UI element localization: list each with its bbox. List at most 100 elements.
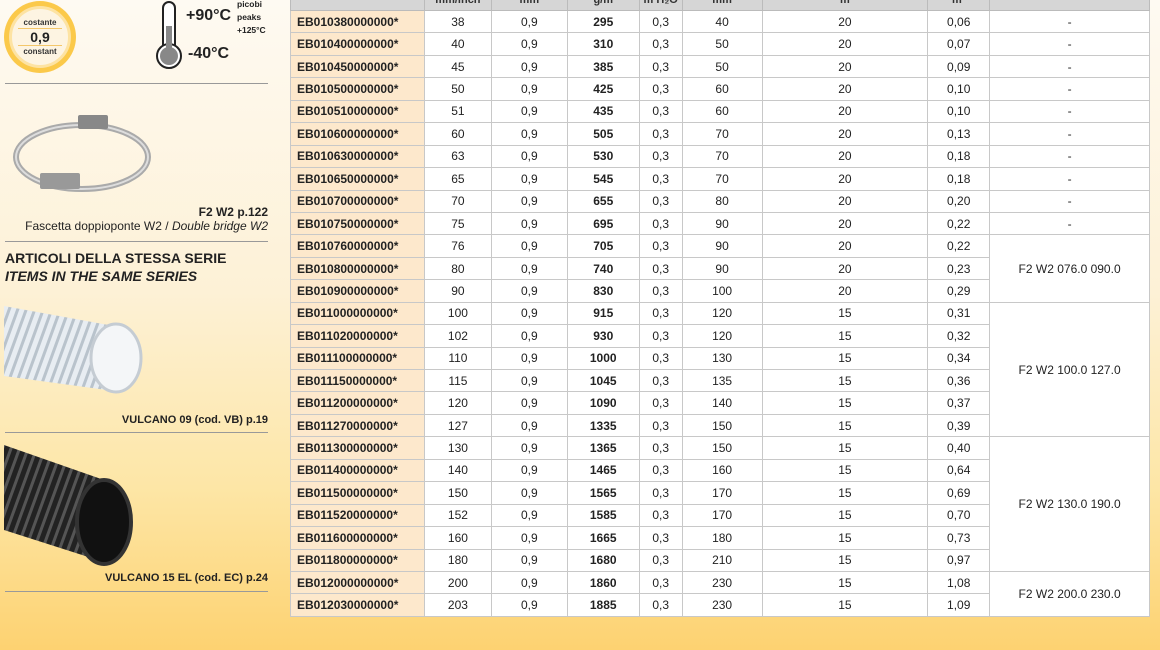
clamp-cell: - — [989, 122, 1150, 146]
table-cell: 0,64 — [927, 458, 991, 483]
table-cell: 20 — [761, 77, 929, 101]
column-header: mm/inch — [423, 0, 492, 11]
table-cell: 150 — [681, 436, 763, 460]
table-cell: 203 — [423, 593, 492, 617]
table-row: EB010400000000* 40 0,9 310 0,3 50 20 0,07- — [290, 32, 1150, 56]
table-cell: 63 — [423, 144, 492, 169]
table-cell: 15 — [761, 391, 929, 415]
table-cell: 505 — [566, 122, 640, 146]
table-cell: 38 — [423, 9, 492, 34]
table-cell: 435 — [566, 99, 640, 124]
thermometer-icon — [156, 1, 182, 69]
table-cell: 0,9 — [490, 368, 568, 393]
table-cell: 0,3 — [638, 9, 683, 34]
table-cell: 75 — [423, 211, 492, 236]
table-cell: 1090 — [566, 391, 640, 415]
table-cell: 60 — [423, 122, 492, 146]
table-cell: 0,3 — [638, 346, 683, 371]
clamp-cell: - — [989, 189, 1150, 213]
column-header — [290, 0, 425, 11]
clamp-cell: - — [989, 99, 1150, 124]
table-cell: 45 — [423, 54, 492, 79]
accessory-desc-en: Double bridge W2 — [171, 219, 268, 233]
table-cell: 0,3 — [638, 436, 683, 460]
table-cell: 0,10 — [927, 99, 991, 124]
black-hose-image — [4, 445, 133, 566]
table-cell: 110 — [423, 346, 492, 371]
column-header: mm — [681, 0, 763, 11]
product-code: EB010510000000* — [290, 99, 425, 124]
table-cell: 0,3 — [638, 368, 683, 393]
table-cell: 0,9 — [490, 144, 568, 169]
table-cell: 1680 — [566, 548, 640, 572]
table-cell: 20 — [761, 167, 929, 191]
thickness-badge: costante 0,9 constant — [4, 1, 76, 73]
table-cell: 1565 — [566, 481, 640, 505]
table-cell: 70 — [681, 167, 763, 191]
temp-max: +90°C — [186, 7, 232, 24]
table-cell: 0,3 — [638, 122, 683, 146]
product-code: EB010630000000* — [290, 144, 425, 169]
accessory-desc: Fascetta doppioponte W2 / Double bridge … — [25, 219, 268, 233]
table-cell: 20 — [761, 54, 929, 79]
accessory-desc-it: Fascetta doppioponte W2 / — [25, 219, 172, 233]
table-cell: 0,9 — [490, 211, 568, 236]
table-cell: 1665 — [566, 526, 640, 550]
table-cell: 830 — [566, 279, 640, 303]
table-row: EB011800000000* 180 0,9 1680 0,3 210 15 0,97 — [290, 548, 1150, 572]
table-cell: 130 — [423, 436, 492, 460]
series-item-label[interactable]: VULCANO 09 (cod. VB) p.19 — [121, 414, 268, 426]
table-cell: 0,69 — [927, 481, 991, 505]
table-cell: 695 — [566, 211, 640, 236]
column-header: m — [761, 0, 929, 11]
table-cell: 0,9 — [490, 99, 568, 124]
table-cell: 15 — [761, 548, 929, 572]
table-cell: 0,3 — [638, 256, 683, 281]
table-cell: 0,3 — [638, 413, 683, 438]
table-cell: 170 — [681, 481, 763, 505]
table-cell: 0,3 — [638, 144, 683, 169]
column-header — [989, 0, 1150, 11]
table-cell: 20 — [761, 211, 929, 236]
badge-top: costante — [23, 18, 57, 27]
table-cell: 15 — [761, 368, 929, 393]
table-cell: 160 — [423, 526, 492, 550]
table-cell: 0,32 — [927, 324, 991, 348]
product-code: EB010800000000* — [290, 256, 425, 281]
product-code: EB011500000000* — [290, 481, 425, 505]
table-cell: 1885 — [566, 593, 640, 617]
product-code: EB011150000000* — [290, 368, 425, 393]
table-cell: 0,3 — [638, 503, 683, 528]
table-cell: 0,9 — [490, 570, 568, 595]
table-cell: 210 — [681, 548, 763, 572]
table-cell: 70 — [423, 189, 492, 213]
column-header: g/m — [566, 0, 640, 11]
table-cell: 0,3 — [638, 391, 683, 415]
table-cell: 0,10 — [927, 77, 991, 101]
accessory-code: F2 W2 p.122 — [198, 205, 268, 219]
left-panel: costante 0,9 constant +90°C -40°C picobi… — [0, 0, 290, 650]
table-cell: 0,9 — [490, 436, 568, 460]
table-cell: 15 — [761, 413, 929, 438]
table-cell: 20 — [761, 99, 929, 124]
clamp-cell: - — [989, 211, 1150, 236]
table-cell: 135 — [681, 368, 763, 393]
table-cell: 0,3 — [638, 211, 683, 236]
table-cell: 310 — [566, 32, 640, 56]
table-cell: 0,3 — [638, 526, 683, 550]
table-row: EB010650000000* 65 0,9 545 0,3 70 20 0,18- — [290, 167, 1150, 191]
product-code: EB010650000000* — [290, 167, 425, 191]
product-code: EB010400000000* — [290, 32, 425, 56]
table-cell: 0,34 — [927, 346, 991, 371]
table-cell: 0,9 — [490, 346, 568, 371]
product-code: EB011520000000* — [290, 503, 425, 528]
product-code: EB010700000000* — [290, 189, 425, 213]
table-cell: 120 — [681, 301, 763, 326]
table-cell: 0,9 — [490, 167, 568, 191]
table-cell: 0,9 — [490, 503, 568, 528]
badge-value: 0,9 — [18, 28, 62, 46]
series-item-label[interactable]: VULCANO 15 EL (cod. EC) p.24 — [105, 572, 268, 584]
table-cell: 0,20 — [927, 189, 991, 213]
series-title-it: ARTICOLI DELLA STESSA SERIE — [5, 250, 227, 266]
product-code: EB011200000000* — [290, 391, 425, 415]
